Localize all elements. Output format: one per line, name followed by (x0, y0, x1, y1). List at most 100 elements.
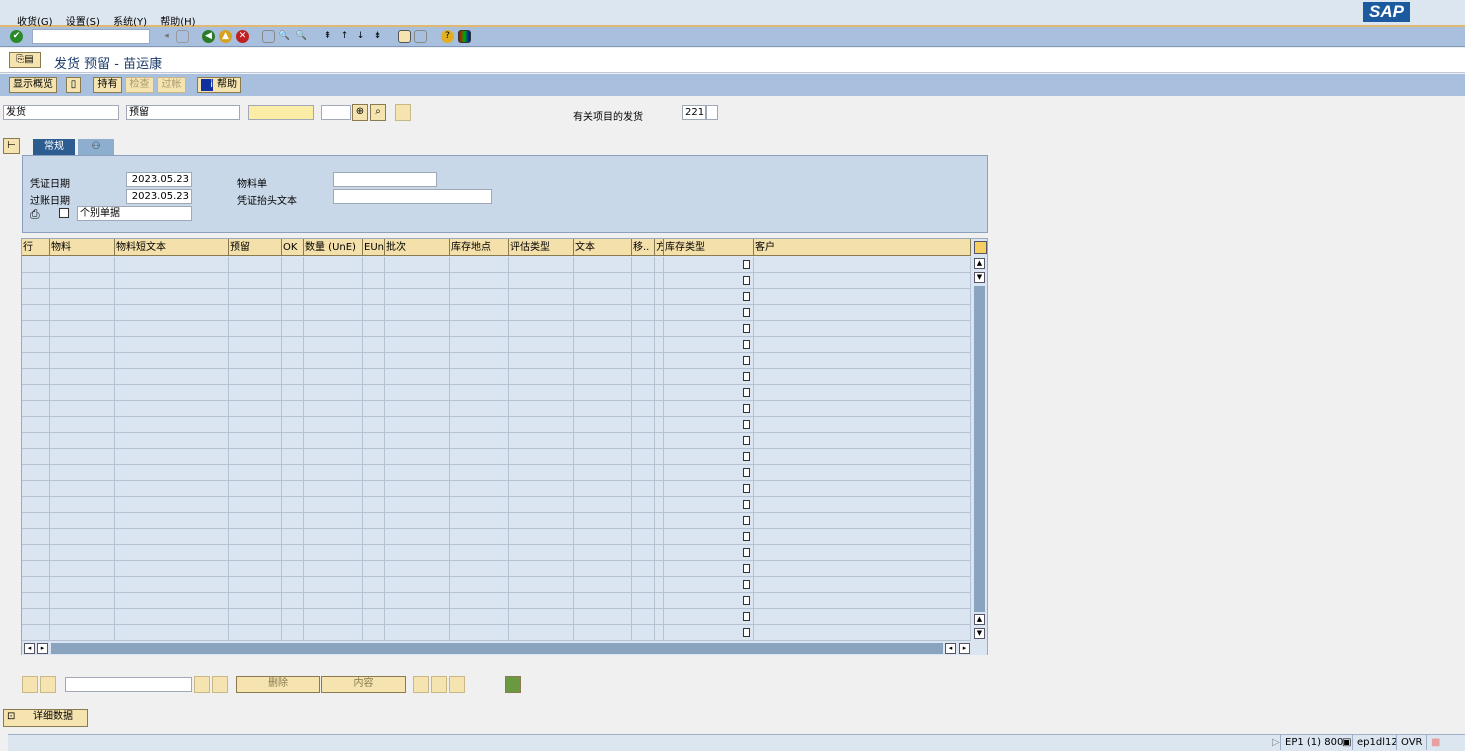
column-header[interactable]: 库存地点 (450, 239, 509, 256)
table-cell[interactable] (632, 305, 655, 321)
table-cell[interactable] (754, 321, 971, 337)
stock-type-dropdown-icon[interactable] (743, 308, 750, 317)
table-cell[interactable] (50, 449, 115, 465)
print-version-select[interactable]: 个别单据 (77, 206, 192, 221)
table-cell[interactable] (574, 497, 632, 513)
table-cell[interactable] (115, 353, 229, 369)
table-cell[interactable] (754, 529, 971, 545)
header-text-field[interactable] (333, 189, 492, 204)
table-cell[interactable] (50, 417, 115, 433)
table-cell[interactable] (754, 433, 971, 449)
table-cell[interactable] (22, 513, 50, 529)
table-cell[interactable] (574, 593, 632, 609)
table-cell[interactable] (22, 305, 50, 321)
table-cell[interactable] (115, 369, 229, 385)
table-cell[interactable] (664, 545, 754, 561)
column-header[interactable]: 文本 (574, 239, 632, 256)
table-cell[interactable] (385, 417, 450, 433)
table-cell[interactable] (632, 417, 655, 433)
table-cell[interactable] (363, 609, 385, 625)
table-cell[interactable] (385, 433, 450, 449)
table-cell[interactable] (229, 321, 282, 337)
table-cell[interactable] (509, 433, 574, 449)
table-cell[interactable] (229, 353, 282, 369)
table-cell[interactable] (22, 529, 50, 545)
table-cell[interactable] (304, 273, 363, 289)
table-cell[interactable] (50, 545, 115, 561)
table-cell[interactable] (574, 545, 632, 561)
table-cell[interactable] (450, 529, 509, 545)
table-cell[interactable] (655, 417, 664, 433)
table-cell[interactable] (632, 449, 655, 465)
menu-system[interactable]: 系统(Y) (113, 17, 148, 28)
table-cell[interactable] (574, 481, 632, 497)
table-cell[interactable] (229, 305, 282, 321)
table-cell[interactable] (509, 273, 574, 289)
table-cell[interactable] (22, 545, 50, 561)
table-cell[interactable] (632, 273, 655, 289)
table-cell[interactable] (655, 353, 664, 369)
hierarchy-icon[interactable] (395, 104, 411, 121)
vertical-scroll-thumb[interactable] (974, 286, 985, 612)
table-cell[interactable] (282, 385, 304, 401)
stock-type-dropdown-icon[interactable] (743, 452, 750, 461)
horizontal-scroll-thumb[interactable] (51, 643, 943, 654)
hold-button[interactable]: 持有 (93, 77, 122, 93)
table-cell[interactable] (282, 433, 304, 449)
table-cell[interactable] (50, 321, 115, 337)
table-cell[interactable] (115, 289, 229, 305)
stock-type-dropdown-icon[interactable] (743, 612, 750, 621)
table-cell[interactable] (22, 609, 50, 625)
table-cell[interactable] (450, 401, 509, 417)
collapse-icon[interactable]: ◂ (164, 31, 169, 41)
table-cell[interactable] (304, 353, 363, 369)
table-cell[interactable] (50, 481, 115, 497)
scroll-up-icon[interactable]: ▲ (974, 258, 985, 269)
table-cell[interactable] (655, 593, 664, 609)
table-cell[interactable] (655, 513, 664, 529)
table-cell[interactable] (754, 609, 971, 625)
table-cell[interactable] (655, 465, 664, 481)
column-header[interactable]: 方 (655, 239, 664, 256)
table-cell[interactable] (632, 497, 655, 513)
table-cell[interactable] (632, 353, 655, 369)
table-cell[interactable] (50, 609, 115, 625)
table-cell[interactable] (363, 497, 385, 513)
table-cell[interactable] (509, 321, 574, 337)
column-header[interactable]: 库存类型 (664, 239, 754, 256)
table-cell[interactable] (574, 273, 632, 289)
table-cell[interactable] (574, 609, 632, 625)
table-cell[interactable] (664, 385, 754, 401)
column-header[interactable]: 批次 (385, 239, 450, 256)
table-cell[interactable] (50, 289, 115, 305)
table-cell[interactable] (385, 273, 450, 289)
special-stock-field[interactable] (706, 105, 718, 120)
table-cell[interactable] (632, 337, 655, 353)
table-cell[interactable] (655, 273, 664, 289)
table-cell[interactable] (450, 353, 509, 369)
table-cell[interactable] (50, 401, 115, 417)
table-cell[interactable] (22, 433, 50, 449)
table-cell[interactable] (509, 481, 574, 497)
table-cell[interactable] (304, 625, 363, 641)
table-cell[interactable] (754, 257, 971, 273)
table-cell[interactable] (450, 433, 509, 449)
table-cell[interactable] (664, 305, 754, 321)
table-cell[interactable] (509, 449, 574, 465)
table-cell[interactable] (450, 305, 509, 321)
table-cell[interactable] (304, 433, 363, 449)
show-overview-button[interactable]: 显示概览 (9, 77, 57, 93)
table-cell[interactable] (229, 369, 282, 385)
stock-type-dropdown-icon[interactable] (743, 596, 750, 605)
table-cell[interactable] (509, 353, 574, 369)
column-header[interactable]: 客户 (754, 239, 971, 256)
table-cell[interactable] (304, 401, 363, 417)
table-cell[interactable] (115, 497, 229, 513)
table-cell[interactable] (509, 337, 574, 353)
table-cell[interactable] (115, 305, 229, 321)
header-toggle-icon[interactable]: ⊢ (3, 138, 20, 154)
table-cell[interactable] (22, 289, 50, 305)
table-cell[interactable] (385, 289, 450, 305)
table-cell[interactable] (22, 449, 50, 465)
table-cell[interactable] (664, 337, 754, 353)
